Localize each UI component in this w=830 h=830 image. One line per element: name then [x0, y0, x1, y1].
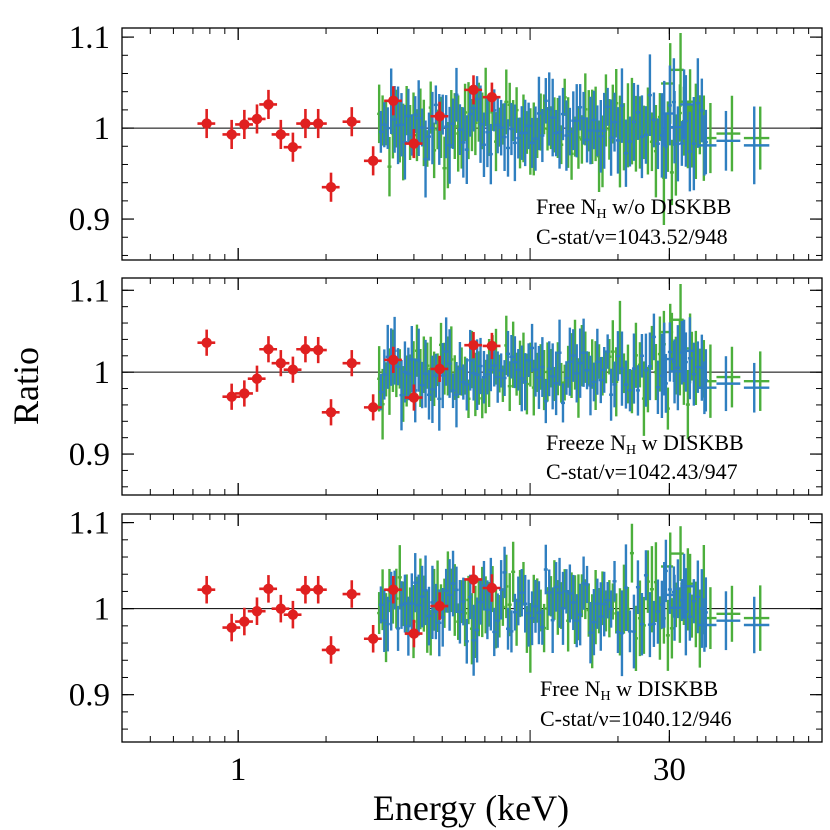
xmm-point	[486, 340, 498, 352]
y-tick-label: 1.1	[69, 506, 110, 542]
xmm-point	[201, 118, 212, 129]
y-tick-label: 1	[94, 111, 111, 147]
xmm-point	[388, 354, 399, 366]
xmm-point	[263, 344, 274, 355]
xmm-point	[367, 402, 379, 413]
xmm-point	[251, 373, 263, 384]
annotation-subscript: H	[626, 443, 636, 458]
annotation-text: Free N	[540, 676, 601, 701]
panel-annotation-model: Free NH w/o DISKBB	[536, 194, 731, 222]
xmm-point	[408, 628, 420, 639]
xmm-point	[275, 603, 287, 614]
panel-frame	[121, 27, 823, 261]
xmm-point	[486, 91, 498, 103]
xmm-point	[388, 584, 399, 595]
xmm-point	[388, 95, 399, 106]
x-tick-label: 30	[653, 752, 686, 788]
xmm-point	[312, 584, 324, 595]
panel-annotation-model: Freeze NH w DISKBB	[546, 430, 744, 458]
series-fpma	[378, 54, 770, 198]
xmm-point	[226, 129, 237, 140]
annotation-text: Freeze N	[546, 430, 626, 455]
y-tick-label: 1.1	[69, 273, 110, 309]
series-fpma	[378, 313, 770, 431]
annotation-subscript: H	[600, 689, 610, 704]
xmm-point	[239, 119, 250, 130]
xmm-point	[367, 155, 379, 167]
y-tick-label: 0.9	[69, 202, 110, 238]
xmm-point	[239, 616, 250, 627]
xmm-point	[201, 584, 212, 595]
xmm-point	[287, 364, 299, 375]
xmm-point	[263, 99, 274, 110]
xmm-point	[226, 622, 237, 633]
y-axis-title: Ratio	[6, 347, 46, 425]
x-tick-label: 1	[230, 752, 247, 788]
xmm-point	[325, 407, 337, 418]
xmm-point	[486, 582, 498, 594]
nustar-data	[377, 523, 770, 677]
panel-annotation-stat: C-stat/ν=1040.12/946	[540, 706, 732, 731]
xmm-point	[251, 606, 263, 617]
x-axis-title: Energy (keV)	[373, 788, 569, 828]
xmm-point	[468, 339, 479, 351]
panel-frame	[121, 513, 823, 743]
panel-annotation-stat: C-stat/ν=1043.52/948	[536, 224, 728, 249]
annotation-subscript: H	[596, 207, 606, 222]
xmm-point	[434, 363, 445, 375]
xmm-point	[346, 588, 357, 600]
xmm-point	[300, 118, 311, 129]
xmm-point	[367, 633, 379, 644]
xmm-point	[300, 584, 311, 595]
xmm-point	[325, 644, 337, 656]
xmm-point	[312, 344, 324, 356]
xmm-point	[325, 182, 337, 193]
series-fpma	[378, 539, 770, 677]
xmm-point	[201, 337, 212, 348]
annotation-text: w/o DISKBB	[607, 194, 732, 219]
series-fpmb	[377, 32, 770, 226]
xmm-point	[408, 392, 420, 403]
xmm-point	[275, 129, 287, 140]
xmm-point	[251, 113, 263, 125]
xmm-point	[239, 388, 250, 399]
xmm-point	[468, 574, 479, 585]
panel-annotation-stat: C-stat/ν=1042.43/947	[546, 459, 738, 484]
annotation-text: w DISKBB	[611, 676, 719, 701]
series-xmm	[197, 565, 501, 664]
y-tick-label: 0.9	[69, 678, 110, 714]
xmm-point	[263, 583, 274, 595]
annotation-text: w DISKBB	[636, 430, 744, 455]
xmm-point	[346, 357, 357, 369]
nustar-data	[377, 32, 770, 226]
xmm-point	[312, 118, 324, 129]
xmm-point	[434, 111, 445, 122]
xmm-point	[346, 116, 357, 127]
y-tick-label: 1	[94, 592, 111, 628]
series-xmm	[197, 75, 501, 202]
xmm-point	[434, 600, 445, 612]
xmm-point	[226, 391, 237, 402]
y-tick-label: 0.9	[69, 437, 110, 473]
series-xmm	[197, 329, 501, 426]
xmm-point	[287, 609, 299, 620]
xmm-point	[468, 84, 479, 96]
nustar-data	[377, 283, 770, 440]
y-tick-label: 1	[94, 355, 111, 391]
xmm-point	[300, 344, 311, 355]
xmm-point	[287, 141, 299, 153]
annotation-text: Free N	[536, 194, 597, 219]
xmm-point	[408, 138, 420, 149]
panel-frame	[121, 277, 823, 496]
y-tick-label: 1.1	[69, 20, 110, 56]
panel-annotation-model: Free NH w DISKBB	[540, 676, 718, 704]
xmm-point	[275, 357, 287, 369]
